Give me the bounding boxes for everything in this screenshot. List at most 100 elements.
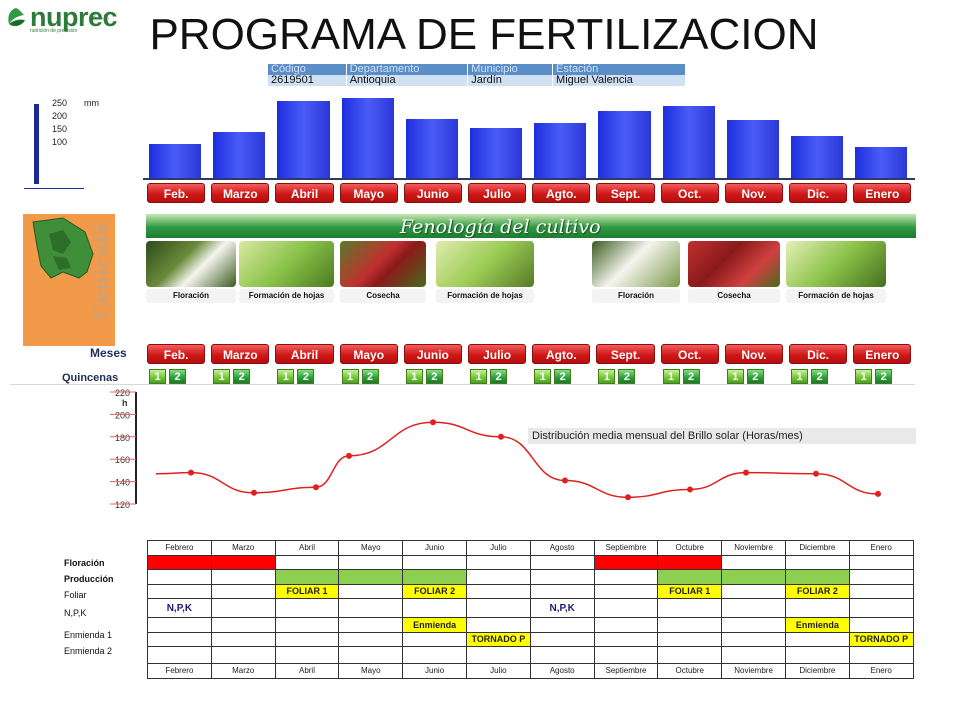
sunshine-y-tick: 200 [115,410,130,420]
sunshine-point [562,477,568,484]
phenology-stage-label: Floración [592,289,680,303]
table-cell [402,598,467,618]
logo-sas: S.A.S. [92,15,110,21]
table-row: FOLIAR 1 FOLIAR 2 FOLIAR 1 FOLIAR 2 [147,583,914,599]
month-button: Nov. [724,183,783,203]
table-cell [784,569,850,585]
rain-scale: 250 200 150 100 mm [22,98,112,193]
phenology-header [146,214,916,238]
quincena-button: 2 [682,369,700,384]
sunshine-y-tick: 180 [115,433,130,443]
table-cell [338,598,404,618]
table-cell [721,646,786,664]
sunshine-y-tick: 160 [115,455,130,465]
quincena-button: 1 [598,369,616,384]
rain-scale-underline [24,188,84,189]
month-header-cell: Septiembre [593,663,659,679]
colombia-map: Cenicafé [23,214,115,346]
month-button: Marzo [211,344,270,364]
month-header-cell: Mayo [338,540,404,556]
rain-tick: 250 [52,98,68,108]
rain-bar [662,106,715,178]
quincena-button: 2 [746,369,764,384]
month-button: Dic. [789,183,848,203]
rain-tick: 150 [52,124,68,134]
phenology-stage-label: Formación de hojas [436,289,534,303]
month-header-cell: Febrero [147,663,212,679]
table-cell [210,617,276,633]
month-button: Sept. [596,344,655,364]
month-button: Abril [275,183,334,203]
table-row-label: Foliar [64,590,87,600]
quincena-button: 1 [726,369,744,384]
table-cell [402,631,467,647]
month-header-cell: Junio [402,540,467,556]
table-cell [848,554,914,570]
phenology-image [786,241,886,287]
table-row [147,554,914,570]
rain-bar [213,131,266,178]
nuprec-logo-icon [8,8,25,27]
table-cell [784,631,850,647]
sunshine-chart-title: Distribución media mensual del Brillo so… [528,428,916,444]
logo-name: nuprec [30,2,118,32]
phenology-image [688,241,780,287]
month-button: Mayo [339,344,398,364]
station-value: Miguel Valencia [552,75,686,86]
month-header-cell: Marzo [210,540,276,556]
table-cell [721,631,786,647]
sunshine-point [875,490,881,497]
rain-bar [470,128,523,178]
month-header-cell: Octubre [657,540,723,556]
table-cell: Enmienda [402,617,467,633]
month-header-cell: Agosto [529,540,595,556]
quincena-button: 2 [297,369,315,384]
rain-bar [341,98,394,178]
table-cell [147,583,212,599]
month-header-cell: Abril [274,540,340,556]
table-cell [529,569,595,585]
sunshine-point [687,486,693,493]
table-cell [593,569,659,585]
table-cell [147,617,212,633]
sunshine-y-unit: h [122,398,128,408]
table-cell [848,583,914,599]
table-cell [848,617,914,633]
month-header-cell: Enero [848,663,914,679]
table-row [147,569,914,585]
quincena-button: 1 [662,369,680,384]
table-cell [657,617,723,633]
table-cell [593,598,659,618]
month-button: Sept. [596,183,655,203]
table-cell [465,598,531,618]
month-button: Agto. [532,183,591,203]
table-cell [210,569,276,585]
table-cell: N,P,K [147,598,212,618]
quincena-button: 1 [213,369,231,384]
table-cell: N,P,K [529,598,595,618]
sunshine-point [625,494,631,501]
table-cell [465,569,531,585]
quincena-button: 2 [490,369,507,384]
table-cell [338,583,404,599]
table-header-row: Febrero Marzo Abril Mayo Junio Julio Agosto Sep… [147,663,914,679]
table-cell [210,631,276,647]
phenology-image [592,241,680,287]
table-cell [338,569,404,585]
sunshine-y-tick: 120 [115,500,130,510]
quincena-button: 1 [341,369,359,384]
month-button: Enero [853,344,912,364]
sunshine-point [813,470,819,477]
table-cell [338,554,404,570]
month-header-cell: Junio [402,663,467,679]
month-button: Junio [403,183,462,203]
table-cell [529,617,595,633]
table-cell [721,569,786,585]
table-cell [657,554,723,570]
table-cell [210,646,276,664]
month-button: Marzo [211,183,270,203]
station-header: Estación [552,64,686,75]
table-cell [784,646,850,664]
rain-tick: 200 [52,111,68,121]
station-value: Jardín [467,75,554,86]
